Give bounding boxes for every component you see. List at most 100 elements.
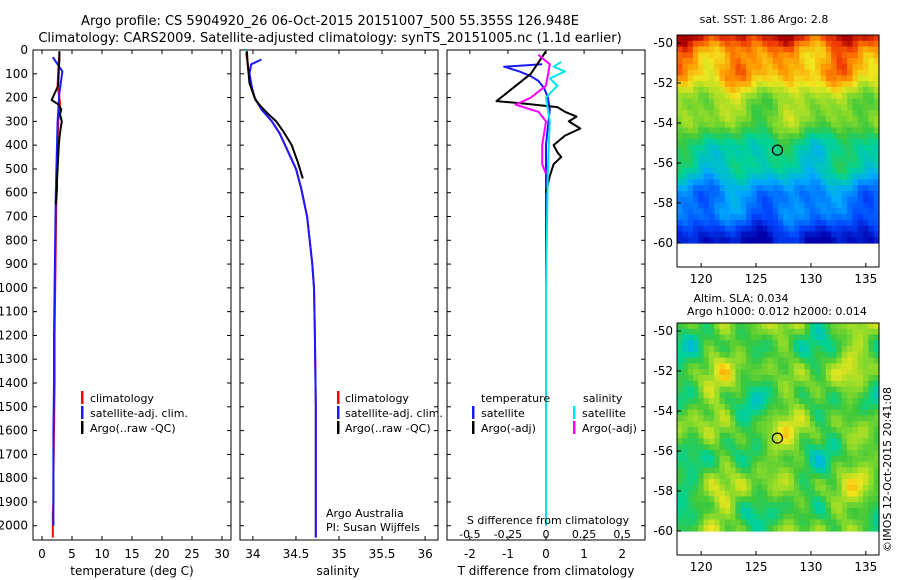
heatmap-cell bbox=[740, 46, 747, 53]
heatmap-cell bbox=[756, 438, 763, 445]
heatmap-cell bbox=[746, 127, 753, 134]
heatmap-cell bbox=[820, 525, 827, 532]
heatmap-cell bbox=[708, 144, 715, 152]
heatmap-cell bbox=[863, 461, 869, 469]
heatmap-cell bbox=[714, 502, 721, 509]
heatmap-cell bbox=[836, 461, 843, 469]
heatmap-cell bbox=[804, 92, 811, 100]
heatmap-cell bbox=[746, 46, 753, 53]
heatmap-cell bbox=[783, 104, 790, 111]
heatmap-cell bbox=[836, 225, 843, 233]
heatmap-cell bbox=[692, 196, 699, 204]
x-tick-label: 15 bbox=[124, 547, 139, 561]
heatmap-cell bbox=[793, 173, 800, 181]
heatmap-cell bbox=[863, 507, 869, 515]
heatmap-cell bbox=[825, 455, 832, 463]
heatmap-cell bbox=[820, 81, 827, 88]
heatmap-cell bbox=[793, 121, 800, 129]
heatmap-cell bbox=[868, 432, 875, 440]
heatmap-cell bbox=[831, 473, 838, 480]
heatmap-cell bbox=[719, 167, 726, 175]
heatmap-cell bbox=[762, 214, 768, 221]
heatmap-cell bbox=[852, 438, 859, 445]
heatmap-cell bbox=[687, 139, 694, 146]
heatmap-cell bbox=[836, 375, 843, 382]
heatmap-cell bbox=[698, 450, 705, 457]
heatmap-cell bbox=[788, 502, 795, 509]
heatmap-cell bbox=[746, 75, 753, 82]
heatmap-cell bbox=[783, 398, 790, 405]
heatmap-cell bbox=[815, 104, 822, 111]
heatmap-cell bbox=[852, 139, 859, 146]
heatmap-cell bbox=[857, 87, 864, 94]
legend-label-s-argo: Argo(-adj) bbox=[582, 422, 637, 435]
heatmap-cell bbox=[698, 415, 705, 422]
heatmap-cell bbox=[703, 58, 710, 65]
heatmap-cell bbox=[751, 467, 758, 474]
heatmap-cell bbox=[714, 179, 721, 186]
heatmap-cell bbox=[820, 519, 827, 526]
heatmap-cell bbox=[719, 115, 726, 123]
heatmap-cell bbox=[863, 502, 869, 509]
heatmap-cell bbox=[740, 432, 747, 440]
heatmap-cell bbox=[841, 490, 848, 497]
heatmap-cell bbox=[836, 46, 843, 53]
heatmap-cell bbox=[687, 75, 694, 82]
heatmap-cell bbox=[767, 81, 774, 88]
heatmap-cell bbox=[682, 40, 689, 48]
temperature-panel: 0100200300400500600700800900100011001200… bbox=[0, 43, 232, 578]
heatmap-cell bbox=[767, 450, 774, 457]
heatmap-cell bbox=[804, 502, 811, 509]
heatmap-cell bbox=[746, 52, 753, 59]
heatmap-cell bbox=[793, 392, 800, 399]
heatmap-cell bbox=[836, 185, 843, 192]
depth-tick-label: 1800 bbox=[0, 471, 28, 485]
heatmap-cell bbox=[767, 35, 774, 42]
heatmap-cell bbox=[868, 490, 875, 497]
heatmap-cell bbox=[857, 519, 864, 526]
heatmap-cell bbox=[825, 467, 832, 474]
heatmap-cell bbox=[719, 127, 726, 134]
heatmap-cell bbox=[857, 473, 864, 480]
heatmap-cell bbox=[820, 427, 827, 434]
heatmap-cell bbox=[772, 139, 779, 146]
heatmap-cell bbox=[714, 81, 721, 88]
heatmap-cell bbox=[746, 519, 753, 526]
heatmap-cell bbox=[730, 63, 737, 71]
heatmap-cell bbox=[799, 162, 806, 169]
heatmap-cell bbox=[836, 386, 843, 393]
heatmap-cell bbox=[847, 432, 854, 440]
heatmap-cell bbox=[825, 115, 832, 123]
x-tick-label: 30 bbox=[214, 547, 229, 561]
heatmap-cell bbox=[751, 496, 758, 503]
heatmap-cell bbox=[793, 127, 800, 134]
heatmap-cell bbox=[719, 81, 726, 88]
heatmap-cell bbox=[778, 398, 784, 405]
heatmap-cell bbox=[852, 455, 859, 463]
salinity-difference-axis: -0.5 -0.25 0 0.25 0.5 bbox=[459, 528, 631, 541]
heatmap-cell bbox=[799, 69, 806, 77]
heatmap-cell bbox=[815, 69, 822, 77]
heatmap-cell bbox=[703, 121, 710, 129]
heatmap-cell bbox=[863, 173, 869, 181]
heatmap-cell bbox=[793, 346, 800, 353]
heatmap-cell bbox=[735, 323, 742, 330]
heatmap-cell bbox=[682, 398, 689, 405]
heatmap-cell bbox=[719, 490, 726, 497]
heatmap-cell bbox=[682, 473, 689, 480]
heatmap-cell bbox=[873, 363, 880, 370]
heatmap-cell bbox=[703, 409, 710, 417]
heatmap-cell bbox=[756, 351, 763, 359]
heatmap-cell bbox=[799, 231, 806, 238]
heatmap-cell bbox=[793, 133, 800, 140]
heatmap-cell bbox=[868, 58, 875, 65]
heatmap-cell bbox=[815, 87, 822, 94]
heatmap-cell bbox=[756, 104, 763, 111]
heatmap-cell bbox=[825, 392, 832, 399]
heatmap-cell bbox=[740, 110, 747, 117]
heatmap-cell bbox=[783, 231, 790, 238]
heatmap-cell bbox=[714, 110, 721, 117]
x-tick-label: 35 bbox=[331, 547, 346, 561]
heatmap-cell bbox=[778, 392, 784, 399]
heatmap-cell bbox=[740, 357, 747, 365]
